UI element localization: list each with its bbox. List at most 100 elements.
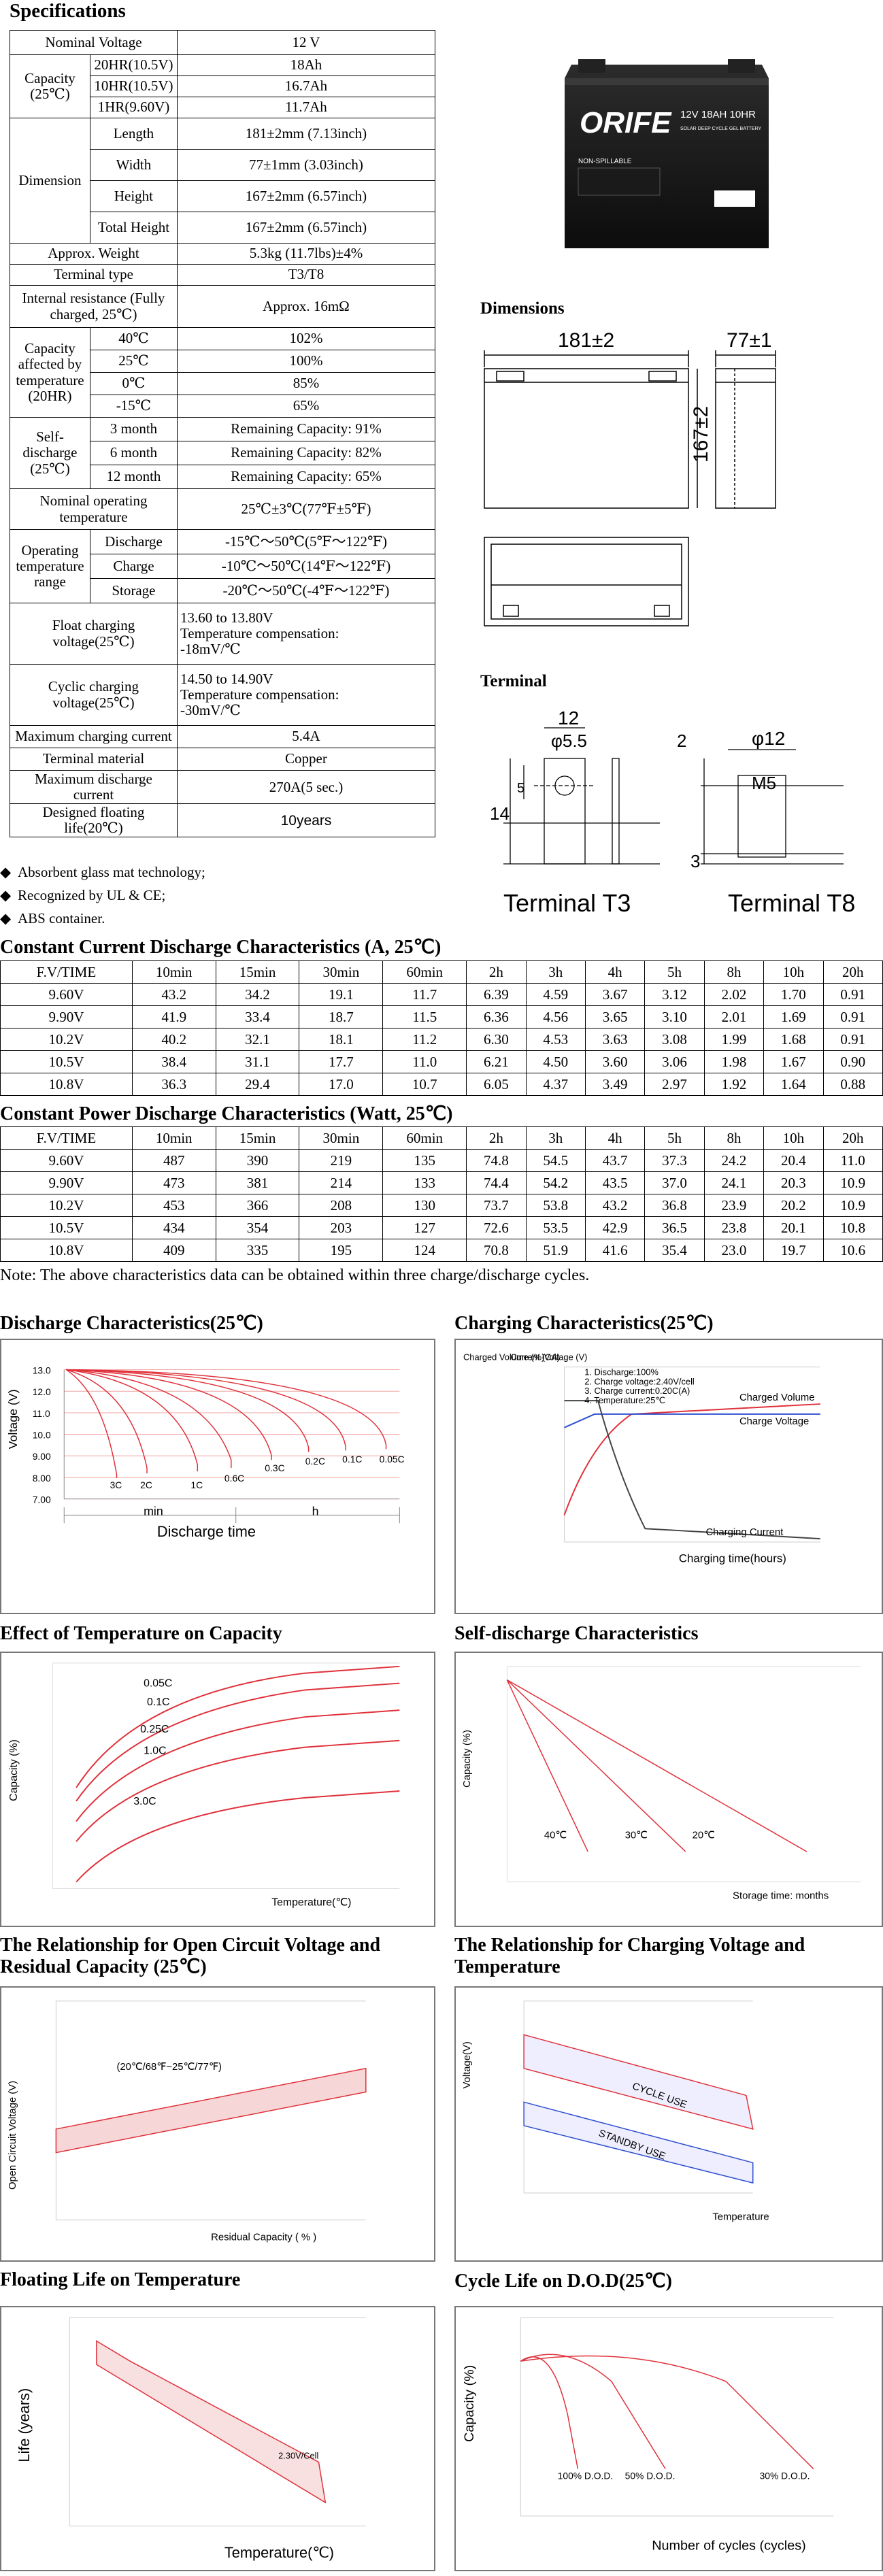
- t8-diameter: φ12: [752, 728, 785, 749]
- chart-title-temp-capacity: Effect of Temperature on Capacity: [0, 1623, 282, 1644]
- spec-value: 10years: [176, 803, 436, 838]
- table-cell: 23.8: [703, 1216, 765, 1239]
- spec-value: 65%: [176, 395, 436, 418]
- column-header: 2h: [466, 960, 527, 984]
- legend-item: 1. Discharge:100%: [584, 1367, 659, 1377]
- list-item: ◆ Absorbent glass mat technology;: [0, 860, 205, 884]
- curve-label: 2C: [140, 1479, 152, 1490]
- table-cell: 6.05: [466, 1073, 527, 1096]
- y-axis-label: Capacity (%): [8, 1739, 20, 1801]
- diamond-bullet-icon: ◆: [0, 864, 12, 880]
- t3-width: 12: [558, 707, 579, 729]
- y-tick: 9.00: [33, 1451, 51, 1462]
- table-cell: 37.0: [644, 1171, 705, 1194]
- band-label: (20℃/68℉~25℃/77℉): [116, 2062, 221, 2073]
- terminal-drawing: 12 φ5.5 2 14 5 Terminal T3 φ12 M5 3 Term…: [490, 707, 855, 917]
- column-header: 8h: [703, 960, 765, 984]
- product-subtitle: SOLAR DEEP CYCLE GEL BATTERY: [680, 127, 762, 131]
- spec-label: 10HR(10.5V): [89, 76, 178, 97]
- t8-thread: M5: [752, 773, 776, 793]
- cycle-life-chart: Capacity (%) Number of cycles (cycles) 1…: [454, 2306, 883, 2571]
- spec-label: Width: [89, 149, 178, 181]
- brand-logo: ORIFE: [580, 106, 672, 139]
- axis-label: Charged Volume (%): [463, 1352, 544, 1362]
- table-cell: 354: [215, 1216, 300, 1239]
- table-cell: 24.1: [703, 1171, 765, 1194]
- table-cell: 54.5: [525, 1149, 586, 1172]
- table-cell: 1.99: [703, 1028, 765, 1051]
- table-cell: 20.4: [763, 1149, 824, 1172]
- dimensions-drawing: 181±2 77±1 167±2: [484, 329, 776, 626]
- spec-value-line: -18mV/℃: [180, 641, 241, 658]
- y-axis-label: Capacity (%): [462, 2365, 477, 2442]
- dim-length-label: 181±2: [558, 329, 614, 352]
- column-header: 4h: [584, 960, 646, 984]
- table-cell: 4.53: [525, 1028, 586, 1051]
- table-cell: 203: [299, 1216, 384, 1239]
- table-cell: 43.5: [584, 1171, 646, 1194]
- table-cell: 38.4: [131, 1050, 216, 1073]
- table-cell: 36.3: [131, 1073, 216, 1096]
- ocv-chart: Open Circuit Voltage (V) Residual Capaci…: [0, 1986, 435, 2262]
- x-axis-label: Charging time(hours): [679, 1552, 786, 1565]
- spec-label: Discharge: [89, 529, 178, 554]
- table-cell: 1.67: [763, 1050, 824, 1073]
- terminal-t8-label: Terminal T8: [728, 889, 855, 917]
- t3-height2: 5: [517, 781, 524, 796]
- y-tick: 13.0: [33, 1365, 51, 1376]
- chart-title-cycle-life: Cycle Life on D.O.D(25℃): [454, 2271, 672, 2292]
- table-cell: 3.10: [644, 1005, 705, 1028]
- table-cell: 4.59: [525, 983, 586, 1006]
- spec-label: Cyclic charging voltage(25℃): [10, 664, 178, 726]
- table-cell: 6.36: [466, 1005, 527, 1028]
- x-axis-label: Number of cycles (cycles): [652, 2538, 805, 2553]
- column-header: 30min: [299, 1126, 384, 1150]
- table-cell: 381: [215, 1171, 300, 1194]
- table-cell: 434: [131, 1216, 216, 1239]
- spec-group-label: Capacity affected by temperature (20HR): [10, 327, 90, 418]
- table-cell: 453: [131, 1194, 216, 1217]
- terminal-title: Terminal: [480, 672, 547, 690]
- column-header: F.V/TIME: [0, 1126, 133, 1150]
- table-cell: 487: [131, 1149, 216, 1172]
- x-axis-label: Storage time: months: [733, 1890, 829, 1901]
- chart-title-charge-temp: The Relationship for Charging Voltage an…: [454, 1935, 805, 1978]
- t3-hole: φ5.5: [551, 731, 587, 751]
- table-cell: 366: [215, 1194, 300, 1217]
- spec-label: 1HR(9.60V): [89, 97, 178, 118]
- chart-title-discharge: Discharge Characteristics(25℃): [0, 1313, 263, 1334]
- spec-label: Charge: [89, 554, 178, 579]
- table-cell: 6.21: [466, 1050, 527, 1073]
- series-label: Charging Current: [705, 1527, 784, 1538]
- table-cell: 1.68: [763, 1028, 824, 1051]
- table-cell: 72.6: [466, 1216, 527, 1239]
- t3-thickness: 2: [677, 731, 686, 751]
- spec-value: 25℃±3℃(77℉±5℉): [176, 488, 436, 530]
- y-axis-label: Voltage(V): [462, 2041, 473, 2088]
- t8-height: 3: [690, 851, 700, 871]
- spec-value: 14.50 to 14.90V Temperature compensation…: [176, 664, 436, 726]
- table-cell: 43.2: [131, 983, 216, 1006]
- table-cell: 20.3: [763, 1171, 824, 1194]
- charging-chart: Charged Volume (%) Current (CA) Voltage …: [454, 1339, 883, 1614]
- axis-label: Voltage (V): [544, 1352, 588, 1362]
- spec-value: 13.60 to 13.80V Temperature compensation…: [176, 603, 436, 665]
- spec-value: -20℃～50℃(-4℉～122℉): [176, 578, 436, 603]
- chart-title-ocv: The Relationship for Open Circuit Voltag…: [0, 1935, 381, 1978]
- spec-value: 77±1mm (3.03inch): [176, 149, 436, 181]
- spec-value: 5.3kg (11.7lbs)±4%: [176, 243, 436, 265]
- table-cell: 0.88: [822, 1073, 883, 1096]
- table-cell: 11.0: [822, 1149, 883, 1172]
- table-cell: 29.4: [215, 1073, 300, 1096]
- table-cell: 9.90V: [0, 1171, 133, 1194]
- curve-label: 0.1C: [147, 1696, 169, 1708]
- table-cell: 208: [299, 1194, 384, 1217]
- spec-label: 3 month: [89, 417, 178, 441]
- table-cell: 11.7: [382, 983, 467, 1006]
- table-cell: 2.01: [703, 1005, 765, 1028]
- y-tick: 11.0: [33, 1408, 50, 1419]
- curve-label: 0.05C: [380, 1454, 405, 1465]
- spec-label: Maximum charging current: [10, 725, 178, 748]
- spec-label: -15℃: [89, 395, 178, 418]
- spec-value-line: -30mV/℃: [180, 702, 241, 719]
